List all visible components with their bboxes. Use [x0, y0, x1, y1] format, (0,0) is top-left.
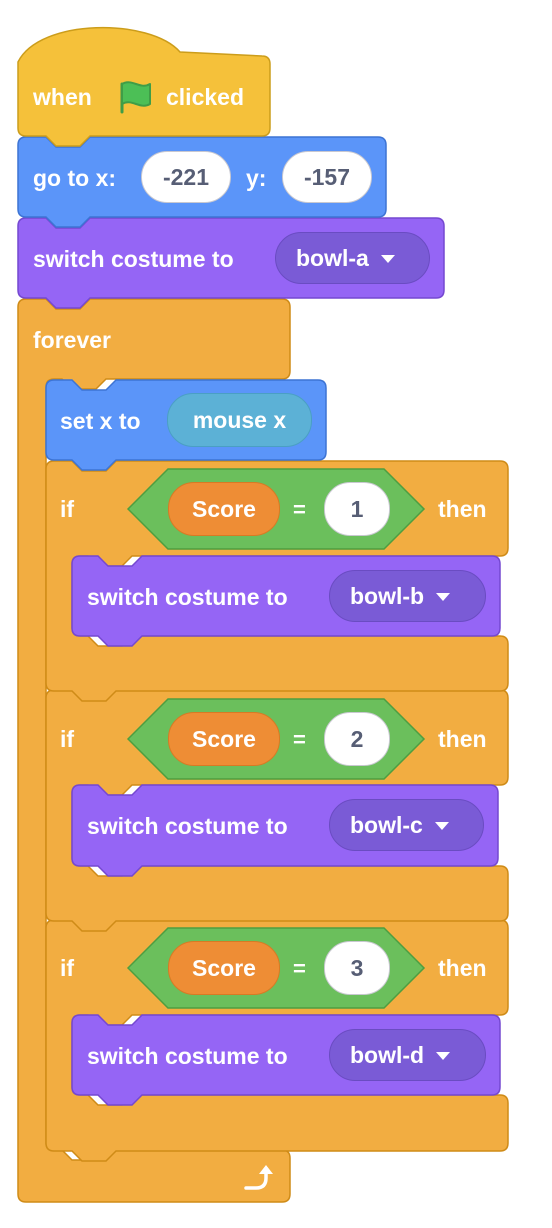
score-reporter-2[interactable]: Score	[168, 712, 280, 766]
then-2-label: then	[438, 726, 487, 752]
costume-dropdown-a-value: bowl-a	[296, 244, 369, 271]
hat-clicked-label: clicked	[166, 84, 244, 110]
loop-arrow-icon	[244, 1165, 273, 1190]
switch-costume-c-label: switch costume to	[87, 813, 288, 839]
switch-costume-b-label: switch costume to	[87, 584, 288, 610]
goto-x-input[interactable]: -221	[141, 151, 231, 203]
equals-operator-3: =	[293, 956, 306, 981]
score-reporter-1[interactable]: Score	[168, 482, 280, 536]
dropdown-arrow-icon	[436, 1052, 451, 1060]
costume-dropdown-b[interactable]: bowl-b	[329, 570, 486, 622]
costume-dropdown-c[interactable]: bowl-c	[329, 799, 484, 851]
if-1-label: if	[60, 496, 75, 522]
switch-costume-a-label: switch costume to	[33, 246, 234, 272]
score-reporter-3[interactable]: Score	[168, 941, 280, 995]
costume-dropdown-c-value: bowl-c	[350, 811, 423, 838]
green-flag-icon	[120, 81, 151, 114]
costume-dropdown-b-value: bowl-b	[350, 582, 425, 609]
mouse-x-reporter[interactable]: mouse x	[167, 393, 312, 447]
if-2-label: if	[60, 726, 75, 752]
costume-dropdown-d-value: bowl-d	[350, 1041, 425, 1068]
if-3-label: if	[60, 955, 75, 981]
dropdown-arrow-icon	[436, 593, 451, 601]
equals-operator-1: =	[293, 497, 306, 522]
costume-dropdown-d[interactable]: bowl-d	[329, 1029, 486, 1081]
equals-operator-2: =	[293, 727, 306, 752]
forever-label: forever	[33, 327, 111, 353]
goto-label: go to x:	[33, 165, 117, 191]
then-1-label: then	[438, 496, 487, 522]
dropdown-arrow-icon	[380, 255, 395, 263]
compare-value-2[interactable]: 2	[324, 712, 390, 766]
goto-y-input[interactable]: -157	[282, 151, 372, 203]
compare-value-1[interactable]: 1	[324, 482, 390, 536]
then-3-label: then	[438, 955, 487, 981]
hat-when-label: when	[33, 84, 92, 110]
costume-dropdown-a[interactable]: bowl-a	[275, 232, 430, 284]
compare-value-3[interactable]: 3	[324, 941, 390, 995]
switch-costume-d-label: switch costume to	[87, 1043, 288, 1069]
goto-y-label: y:	[246, 165, 267, 191]
dropdown-arrow-icon	[434, 822, 449, 830]
set-x-label: set x to	[60, 408, 141, 434]
